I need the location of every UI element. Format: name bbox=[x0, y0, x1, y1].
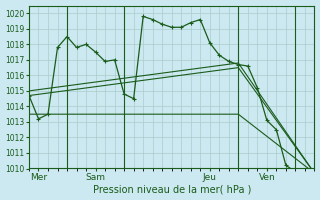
X-axis label: Pression niveau de la mer( hPa ): Pression niveau de la mer( hPa ) bbox=[92, 184, 251, 194]
